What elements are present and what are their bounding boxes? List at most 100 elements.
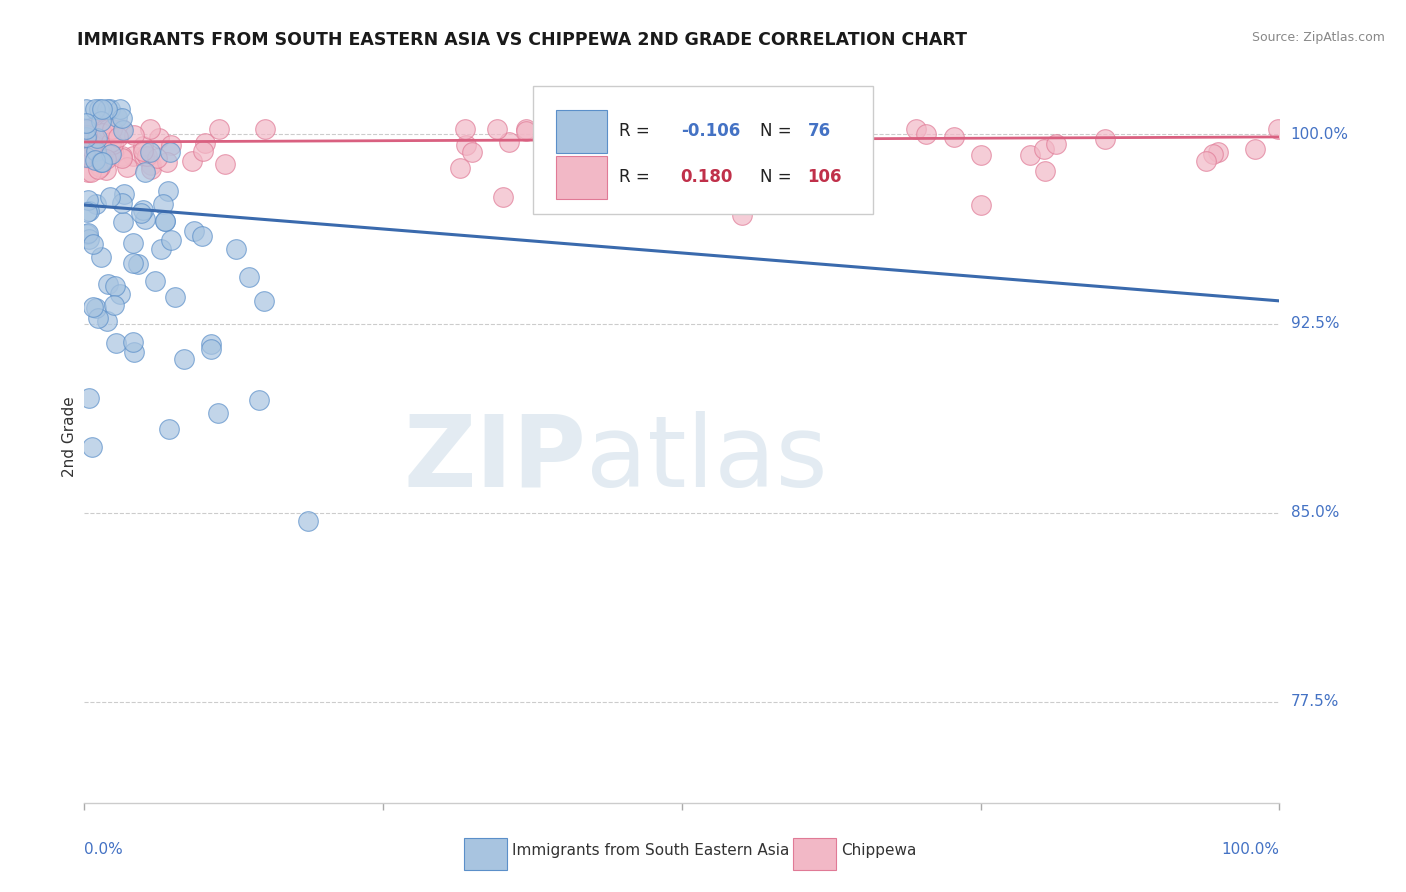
Point [110,149,132,163]
Point [200,342,222,356]
Point [86,142,108,156]
Point [98,102,121,116]
Point [82,300,104,314]
Point [77,232,100,246]
Point [108,286,131,301]
Point [97,122,120,136]
Point [193,136,215,150]
Point [628,123,651,137]
Point [87,310,110,325]
Point [101,136,124,151]
Point [141,158,163,172]
Point [75,122,97,136]
Point [77,193,100,207]
Point [77,122,100,136]
Point [79,135,101,149]
Point [449,161,471,176]
Point [693,142,716,156]
Point [112,187,135,202]
Point [703,138,725,153]
Point [679,122,702,136]
Point [810,135,832,149]
Point [76,126,98,140]
Point [90,141,112,155]
Point [100,147,122,161]
Point [75,130,97,145]
Point [238,269,260,284]
Text: 92.5%: 92.5% [1291,316,1339,331]
Point [91,153,114,167]
Text: atlas: atlas [586,410,828,508]
Point [146,151,169,165]
Point [297,514,319,528]
Point [651,123,673,137]
Point [214,157,236,171]
Point [75,150,97,164]
Point [83,122,105,136]
Point [1094,132,1116,146]
Point [143,274,166,288]
Point [76,205,98,219]
Point [111,123,134,137]
Point [134,164,156,178]
Point [86,197,108,211]
Point [515,122,537,136]
Point [849,122,872,136]
Point [191,228,214,243]
Point [485,122,508,136]
Point [1267,122,1289,136]
Point [165,290,187,304]
Point [101,122,124,136]
Text: 76: 76 [807,122,831,140]
Point [156,155,179,169]
Point [91,126,114,140]
Y-axis label: 2nd Grade: 2nd Grade [62,397,77,477]
Point [193,144,215,158]
FancyBboxPatch shape [533,86,873,214]
Point [89,160,111,174]
Point [108,102,131,116]
Text: N =: N = [759,169,796,186]
Point [87,162,110,177]
Point [1206,145,1229,160]
Point [90,251,112,265]
Point [827,153,849,168]
Point [1243,142,1265,156]
Point [90,124,112,138]
Point [132,203,155,218]
Point [90,154,112,169]
Point [247,392,270,407]
Text: 100.0%: 100.0% [1222,842,1279,856]
Point [129,205,152,219]
Point [115,160,138,174]
Point [252,294,274,309]
Point [80,440,103,454]
Point [157,422,180,436]
Text: N =: N = [759,122,796,140]
Point [733,158,755,172]
Point [76,227,98,242]
Point [100,122,122,136]
Point [84,153,107,168]
Point [139,162,162,177]
Point [121,255,143,269]
Point [122,344,145,359]
Point [101,144,124,158]
Point [75,116,97,130]
Point [86,131,108,145]
Point [456,137,478,152]
Point [90,114,112,128]
Point [156,185,179,199]
Point [97,277,120,292]
Point [107,129,129,144]
Point [103,298,125,312]
Point [970,198,993,212]
Point [75,122,97,136]
Text: Chippewa: Chippewa [841,843,917,858]
Point [731,208,754,222]
Point [77,227,100,241]
Point [84,301,107,315]
Point [1045,136,1067,151]
Point [132,144,155,158]
Point [89,154,111,169]
